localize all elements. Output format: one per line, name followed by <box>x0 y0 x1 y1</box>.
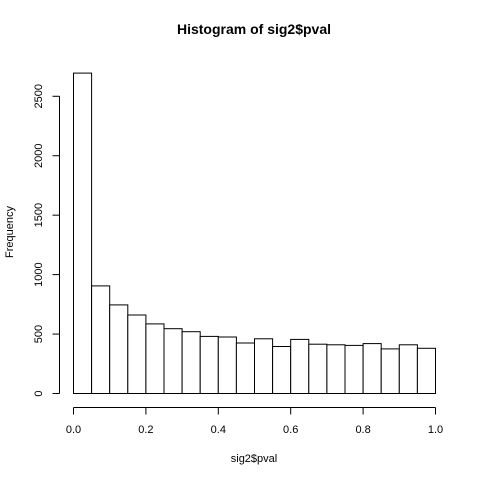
histogram-bar <box>398 344 418 394</box>
histogram-bar <box>127 314 147 394</box>
histogram-bar <box>145 323 165 394</box>
x-tick-label: 0.8 <box>355 424 370 436</box>
x-tick-label: 0.6 <box>283 424 298 436</box>
x-axis-label: sig2$pval <box>231 453 277 465</box>
histogram-bar <box>181 331 201 395</box>
histogram-bar <box>362 343 382 395</box>
histogram-bar <box>380 348 400 394</box>
histogram-bar <box>254 338 274 394</box>
chart-title: Histogram of sig2$pval <box>177 21 331 37</box>
x-tick-label: 0.2 <box>138 424 153 436</box>
y-tick-label: 0 <box>33 390 45 396</box>
histogram-bar <box>235 342 255 394</box>
histogram-bar <box>109 304 129 394</box>
histogram-bar <box>73 72 93 394</box>
histogram-bar <box>290 338 310 394</box>
histogram-bar <box>163 328 183 395</box>
y-axis: 0 500 1000 1500 2000 2500 <box>33 84 60 397</box>
histogram-bar <box>91 285 111 394</box>
histogram-bar <box>308 343 328 395</box>
y-tick-label: 500 <box>33 325 45 343</box>
bars-group <box>73 72 436 395</box>
y-axis-label: Frequency <box>4 206 16 258</box>
y-tick-label: 1500 <box>33 203 45 227</box>
y-tick-label: 2000 <box>33 143 45 167</box>
y-tick-label: 2500 <box>33 84 45 108</box>
x-tick-label: 0.0 <box>66 424 81 436</box>
histogram-bar <box>416 347 436 394</box>
histogram-bar <box>272 346 292 394</box>
histogram-bar <box>344 344 364 394</box>
x-tick-label: 0.4 <box>211 424 226 436</box>
x-axis: 0.0 0.2 0.4 0.6 0.8 1.0 <box>66 407 443 436</box>
y-tick-label: 1000 <box>33 262 45 286</box>
histogram-bar <box>326 344 346 394</box>
x-tick-label: 1.0 <box>428 424 443 436</box>
histogram-bar <box>217 336 237 394</box>
histogram-bar <box>199 335 219 394</box>
